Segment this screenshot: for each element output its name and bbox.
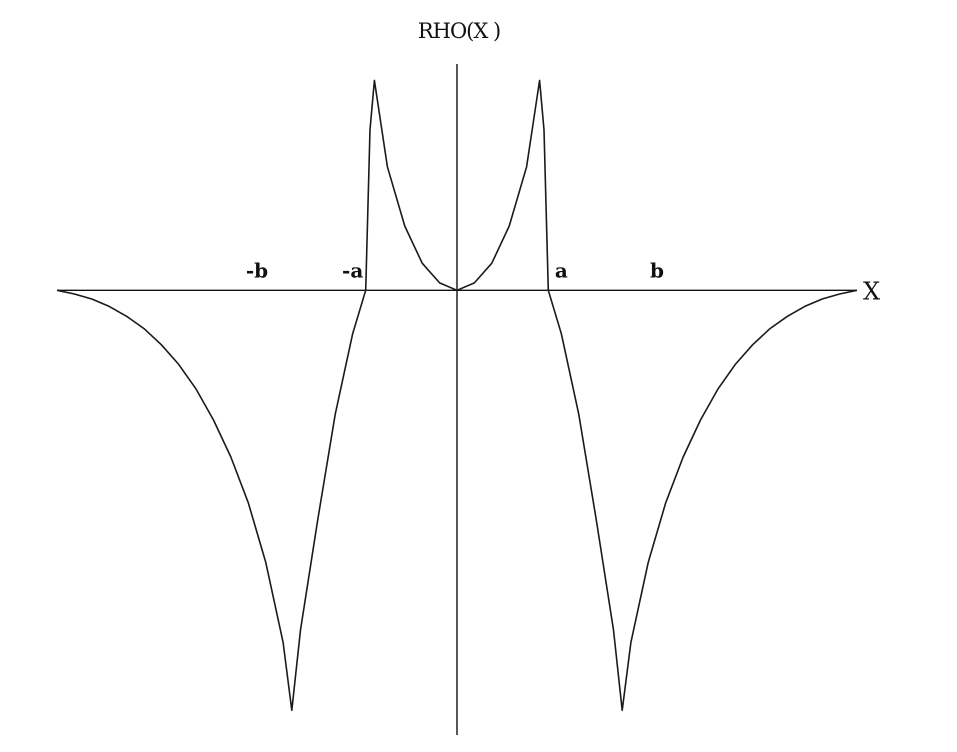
tick-labels: -b -a a b [246,258,664,282]
tick-label-3: b [650,258,664,282]
tick-label-2: a [555,258,568,282]
tick-label-0: -b [246,258,268,282]
tick-label-1: -a [342,258,363,282]
x-axis-label: X [863,277,880,305]
series-line [56,79,858,712]
y-axis-label: RHO(X ) [418,19,500,43]
